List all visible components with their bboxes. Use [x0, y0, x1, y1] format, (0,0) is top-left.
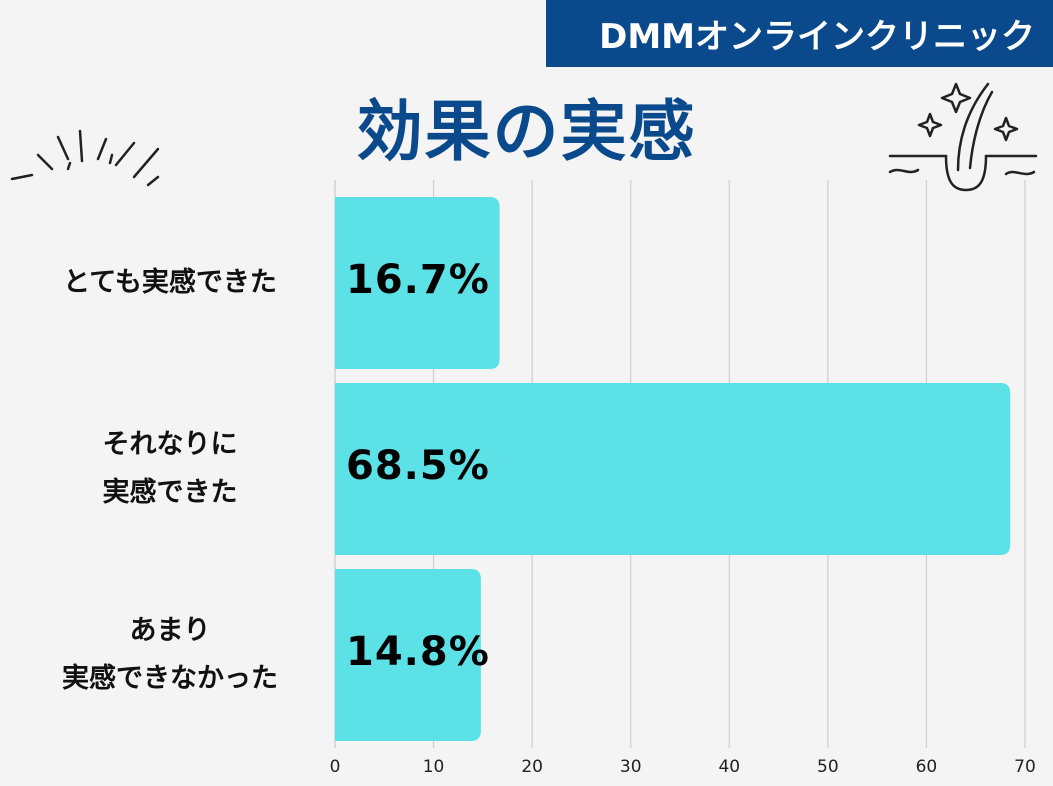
x-tick-label: 60 [915, 757, 938, 777]
page-title: 効果の実感 [356, 93, 697, 170]
x-tick-label: 30 [619, 757, 642, 777]
x-tick-label: 10 [422, 757, 445, 777]
x-tick-label: 20 [521, 757, 543, 777]
x-tick-label: 40 [718, 757, 741, 777]
bar-value-label: 16.7% [346, 257, 490, 303]
x-tick-label: 70 [1014, 757, 1036, 777]
brand-banner: DMMオンラインクリニック [546, 0, 1053, 67]
sparkle-burst-lines-icon [10, 129, 160, 187]
category-label: それなりに 実感できた [102, 429, 238, 508]
bar [335, 197, 500, 369]
bar [335, 383, 1011, 555]
x-tick-label: 0 [329, 757, 341, 777]
brand-name: DMMオンラインクリニック [599, 17, 1035, 57]
bar [335, 569, 481, 741]
category-label: あまり 実感できなかった [62, 615, 278, 694]
bar-value-label: 14.8% [346, 629, 490, 675]
hair-follicle-sparkle-icon [888, 82, 1038, 192]
x-tick-label: 50 [817, 757, 839, 777]
category-label: とても実感できた [63, 267, 277, 298]
bar-value-label: 68.5% [346, 443, 490, 489]
